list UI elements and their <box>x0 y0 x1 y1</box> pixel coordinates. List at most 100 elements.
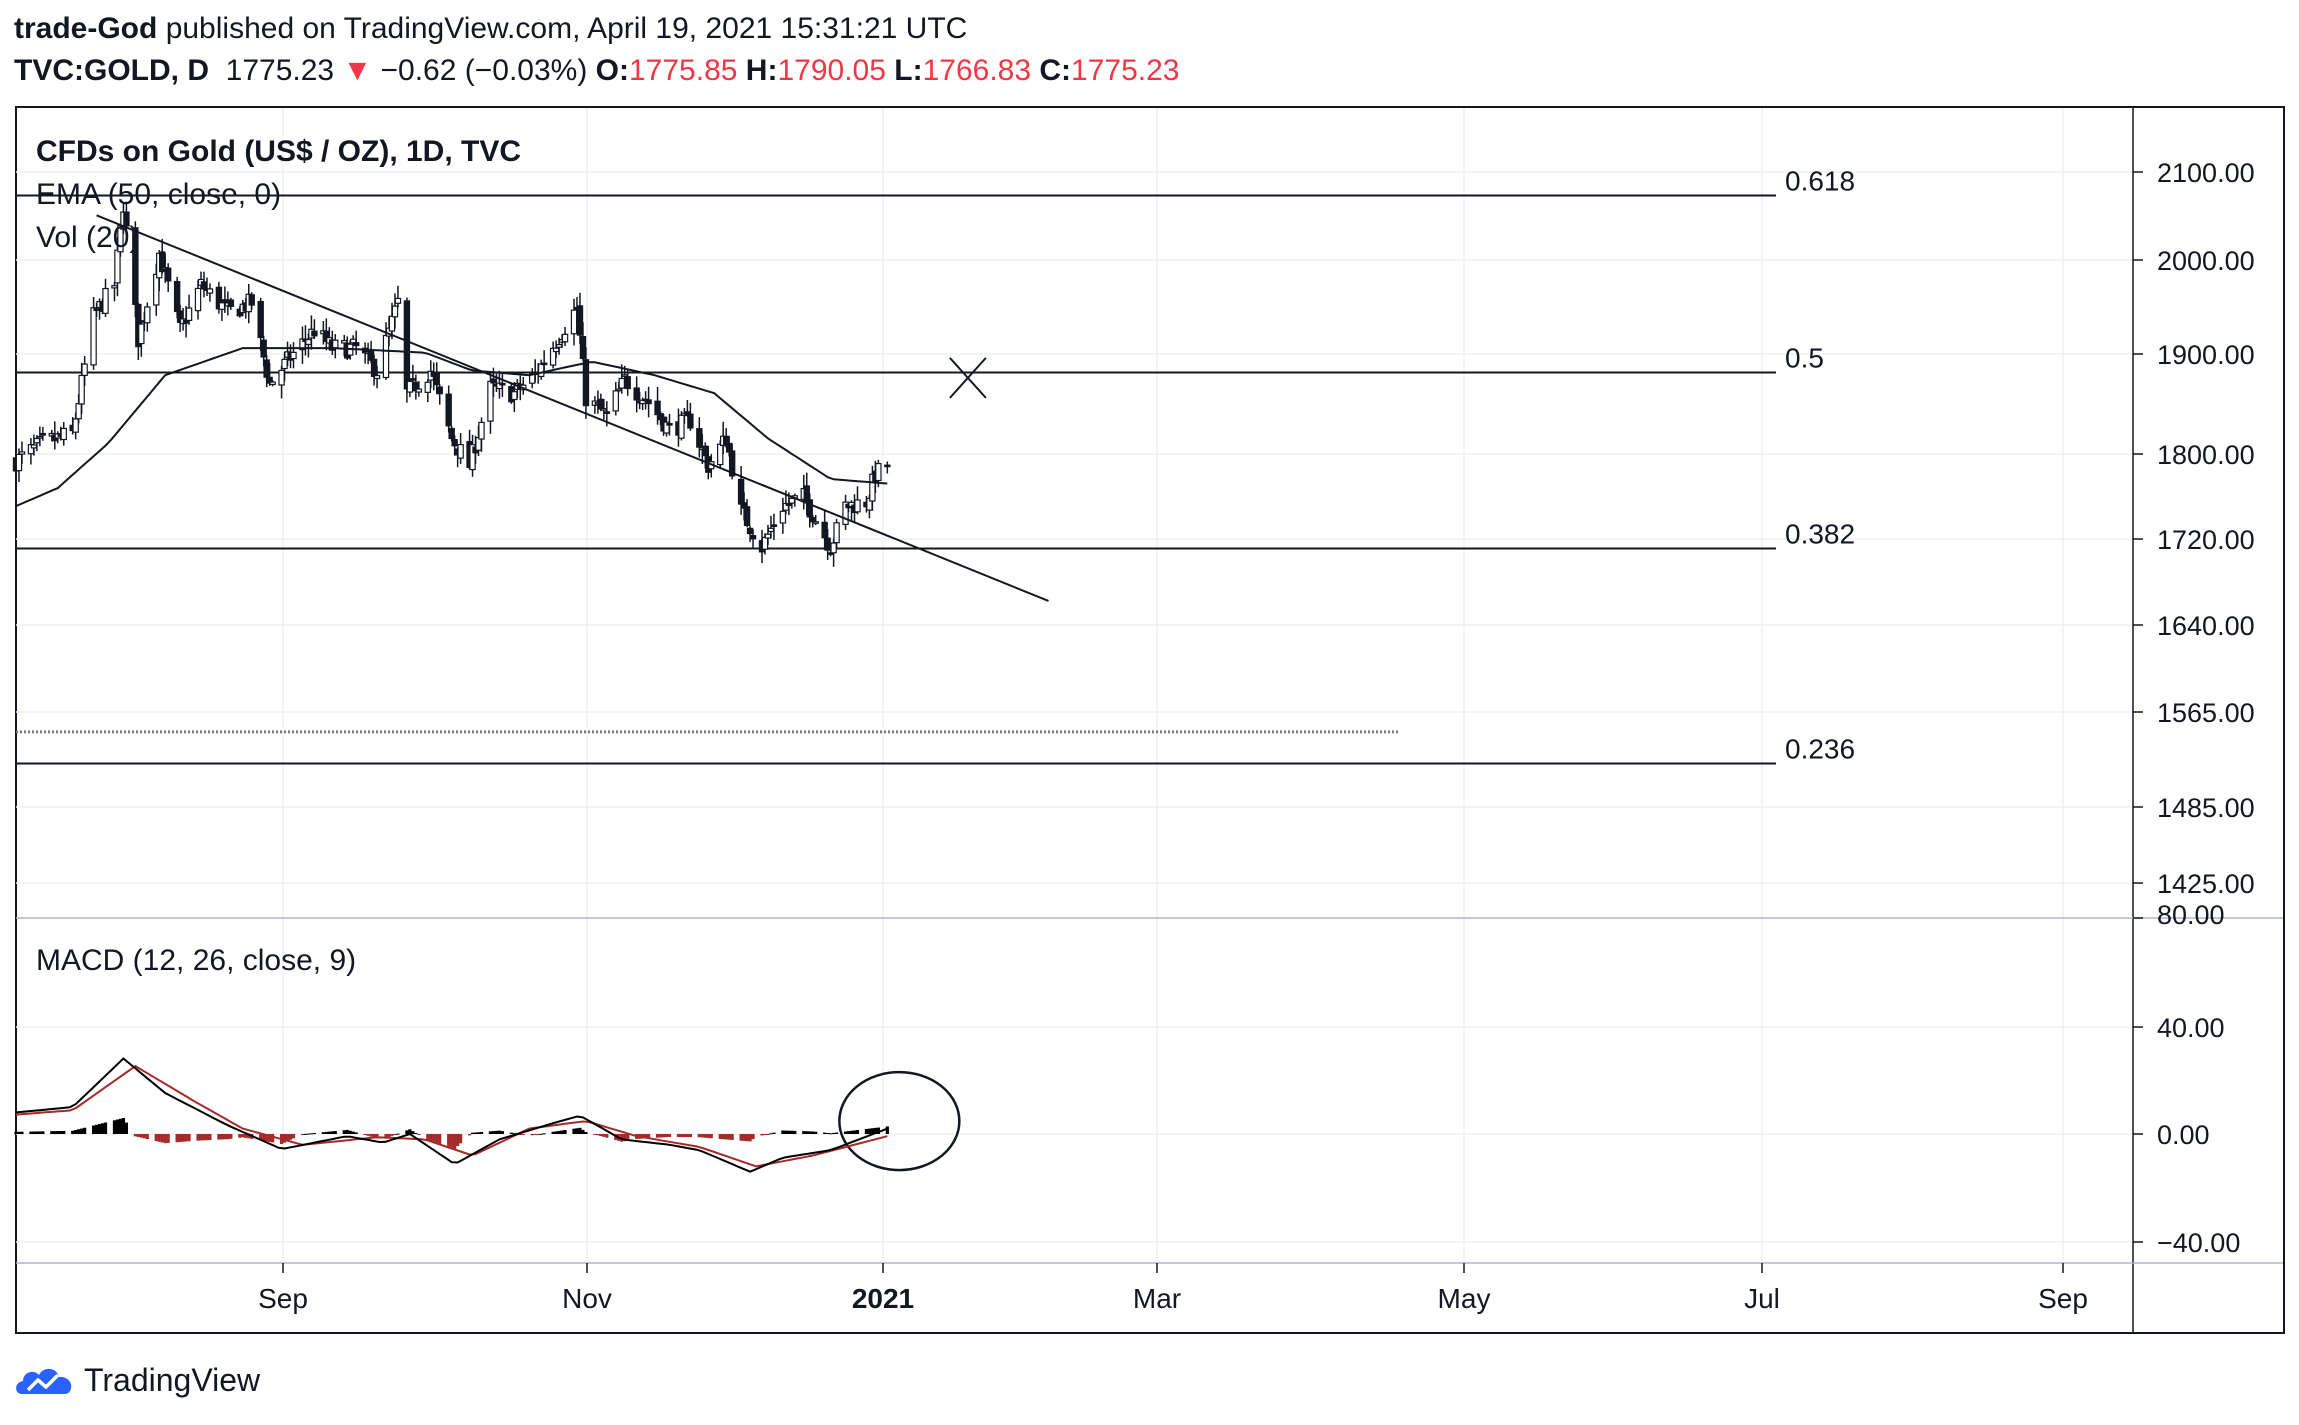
macd-histogram-bar <box>867 1128 872 1134</box>
macd-histogram-bar <box>181 1134 185 1142</box>
candle-body <box>499 382 506 386</box>
candle-body <box>206 288 214 294</box>
macd-histogram-bar <box>309 1133 314 1135</box>
candle-body <box>403 300 411 390</box>
macd-histogram-bar <box>396 1133 400 1135</box>
macd-histogram-bar <box>688 1134 692 1138</box>
candle-body <box>144 306 151 324</box>
macd-histogram-bar <box>467 1134 472 1136</box>
tradingview-logo[interactable]: TradingView <box>14 1355 260 1405</box>
candle-body <box>555 343 563 348</box>
candle-body <box>884 464 891 468</box>
candle-body <box>305 339 312 346</box>
macd-histogram-bar <box>136 1134 140 1137</box>
macd-histogram-bar <box>285 1134 290 1142</box>
time-tick-label: Sep <box>258 1283 308 1314</box>
price-tick-label: 2000.00 <box>2157 246 2255 276</box>
price-tick-label: 1425.00 <box>2157 869 2255 899</box>
macd-histogram-bar <box>414 1133 418 1135</box>
macd-histogram-bar <box>375 1134 379 1139</box>
macd-histogram-bar <box>533 1134 537 1135</box>
macd-histogram-bar <box>811 1131 815 1134</box>
macd-histogram-bar <box>623 1134 627 1142</box>
macd-histogram-bar <box>479 1132 484 1134</box>
author-name[interactable]: trade-God <box>14 12 158 45</box>
macd-tick-label: 40.00 <box>2157 1013 2225 1043</box>
macd-histogram-bar <box>291 1134 296 1139</box>
macd-histogram-bar <box>208 1134 212 1141</box>
macd-histogram-bar <box>175 1134 179 1143</box>
macd-histogram-bar <box>259 1134 263 1141</box>
candle-body <box>761 536 769 550</box>
macd-histogram-bar <box>703 1134 707 1138</box>
macd-histogram-bar <box>682 1134 687 1138</box>
candle-body <box>370 358 378 378</box>
macd-histogram-bar <box>763 1134 767 1135</box>
macd-histogram-bar <box>199 1134 203 1141</box>
macd-histogram-bar <box>184 1134 188 1142</box>
candle-body <box>78 374 85 405</box>
macd-histogram-bar <box>342 1130 346 1134</box>
ema-legend[interactable]: EMA (50, close, 0) <box>36 178 281 211</box>
candle-body <box>185 307 193 322</box>
chart-frame[interactable] <box>15 106 2285 1334</box>
macd-histogram-bar <box>685 1134 689 1138</box>
macd-histogram-bar <box>100 1123 105 1134</box>
macd-histogram-bar <box>885 1126 889 1134</box>
candle-body <box>645 399 652 405</box>
macd-signal-line <box>15 1064 888 1168</box>
macd-histogram-bar <box>647 1134 651 1139</box>
low-label: L: <box>894 54 923 87</box>
price-chart[interactable]: 0.618 0.5 0.382 0.236 2100.00 2000.00 1900.00… <box>0 0 2299 1345</box>
macd-histogram-bar <box>244 1134 248 1138</box>
macd-histogram-bar <box>823 1132 827 1134</box>
macd-histogram-bar <box>77 1129 81 1134</box>
candle-body <box>415 388 423 393</box>
macd-histogram-bar <box>118 1118 123 1134</box>
macd-histogram-bar <box>426 1134 430 1140</box>
candle-body <box>194 287 202 312</box>
candle-body <box>451 439 458 447</box>
macd-histogram-bar <box>470 1132 475 1134</box>
macd-histogram-bar <box>772 1132 776 1134</box>
candle-body <box>424 381 431 393</box>
macd-histogram-bar <box>133 1134 137 1137</box>
macd-histogram-bar <box>578 1127 582 1134</box>
macd-histogram-bar <box>724 1134 728 1140</box>
macd-histogram-bar <box>584 1131 588 1134</box>
macd-histogram-bar <box>83 1127 87 1134</box>
cloud-logo-icon <box>16 1368 72 1394</box>
macd-histogram-bar <box>187 1134 191 1142</box>
candle-body <box>612 390 619 412</box>
macd-histogram-bar <box>74 1130 78 1134</box>
candle-body <box>39 432 47 436</box>
candle-body <box>290 351 297 360</box>
macd-histogram-bar <box>306 1133 311 1135</box>
macd-histogram-bar <box>408 1129 412 1134</box>
macd-histogram-bar <box>345 1129 349 1134</box>
macd-histogram-bar <box>760 1134 764 1136</box>
macd-histogram-bar <box>700 1134 704 1138</box>
macd-legend[interactable]: MACD (12, 26, close, 9) <box>36 944 356 977</box>
macd-histogram-bar <box>145 1134 149 1140</box>
macd-histogram-bar <box>139 1134 143 1138</box>
candle-body <box>511 391 518 401</box>
fib-level-label: 0.382 <box>1785 519 1855 550</box>
candle-body <box>654 400 661 416</box>
candle-body <box>445 393 452 427</box>
macd-histogram-bar <box>268 1134 272 1142</box>
macd-histogram-bar <box>655 1134 660 1138</box>
macd-histogram-bar <box>405 1130 409 1134</box>
price-tick-label: 1800.00 <box>2157 440 2255 470</box>
macd-histogram-bar <box>793 1130 797 1134</box>
candle-body <box>770 524 778 528</box>
vol-legend[interactable]: Vol (20) <box>36 221 139 254</box>
candle-body <box>875 462 882 482</box>
candle-body <box>409 378 417 381</box>
macd-histogram-bar <box>491 1131 496 1134</box>
price-change: −0.62 (−0.03%) <box>380 54 588 87</box>
macd-histogram-bar <box>390 1134 394 1136</box>
candle-body <box>278 369 285 386</box>
candle-body <box>687 413 694 429</box>
macd-histogram-bar <box>312 1133 316 1135</box>
